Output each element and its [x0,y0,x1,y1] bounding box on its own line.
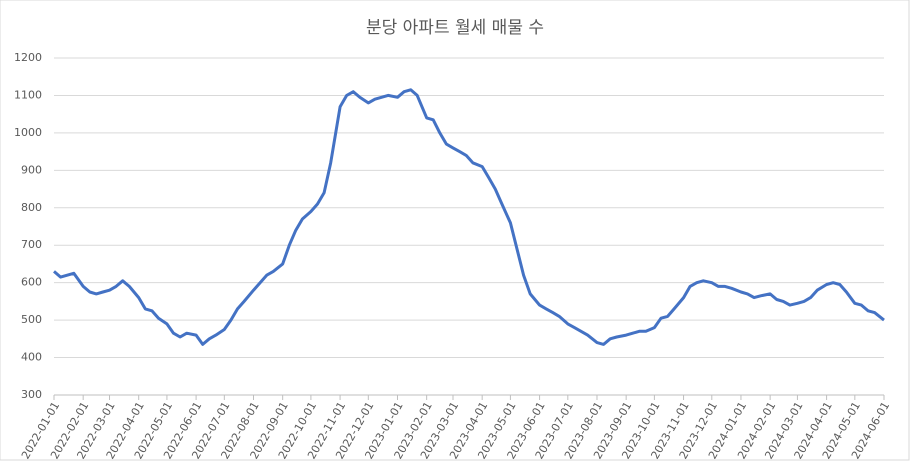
y-tick-label: 1100 [14,88,42,101]
y-tick-label: 1200 [14,51,42,64]
y-tick-label: 500 [21,313,42,326]
y-tick-label: 600 [21,276,42,289]
y-tick-label: 300 [21,388,42,401]
data-line [53,88,885,346]
chart-title: 분당 아파트 월세 매물 수 [366,18,544,38]
y-tick-label: 400 [21,351,42,364]
y-tick-label: 1000 [14,126,42,139]
y-tick-label: 700 [21,238,42,251]
y-tick-label: 900 [21,163,42,176]
y-tick-label: 800 [21,201,42,214]
